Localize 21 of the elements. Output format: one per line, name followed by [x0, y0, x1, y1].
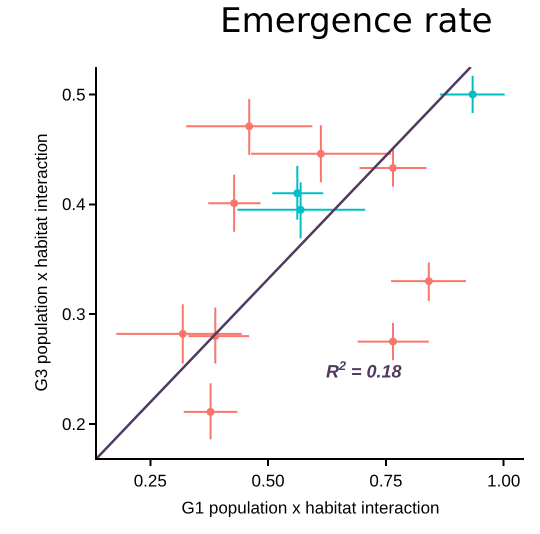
- x-axis-title: G1 population x habitat interaction: [181, 498, 440, 518]
- x-tick-label: 0.50: [252, 471, 285, 490]
- point: [206, 408, 215, 416]
- chart-title: Emergence rate: [220, 0, 493, 41]
- point: [245, 122, 254, 130]
- point: [424, 277, 433, 286]
- x-tick-label: 0.75: [369, 471, 402, 490]
- y-tick-label: 0.4: [62, 195, 86, 214]
- y-tick-label: 0.5: [62, 85, 86, 104]
- point: [388, 164, 397, 172]
- x-tick-label: 1.00: [487, 471, 520, 490]
- y-tick-label: 0.3: [62, 305, 86, 324]
- x-tick-label: 0.25: [134, 471, 167, 490]
- point: [230, 199, 238, 208]
- y-axis-title: G3 population x habitat interaction: [32, 133, 52, 392]
- point: [468, 90, 477, 98]
- point: [388, 338, 397, 346]
- point: [316, 150, 325, 158]
- point: [178, 330, 187, 338]
- y-tick-label: 0.2: [62, 414, 86, 434]
- annotation: R$^{2}$ = 0.18: [326, 359, 402, 382]
